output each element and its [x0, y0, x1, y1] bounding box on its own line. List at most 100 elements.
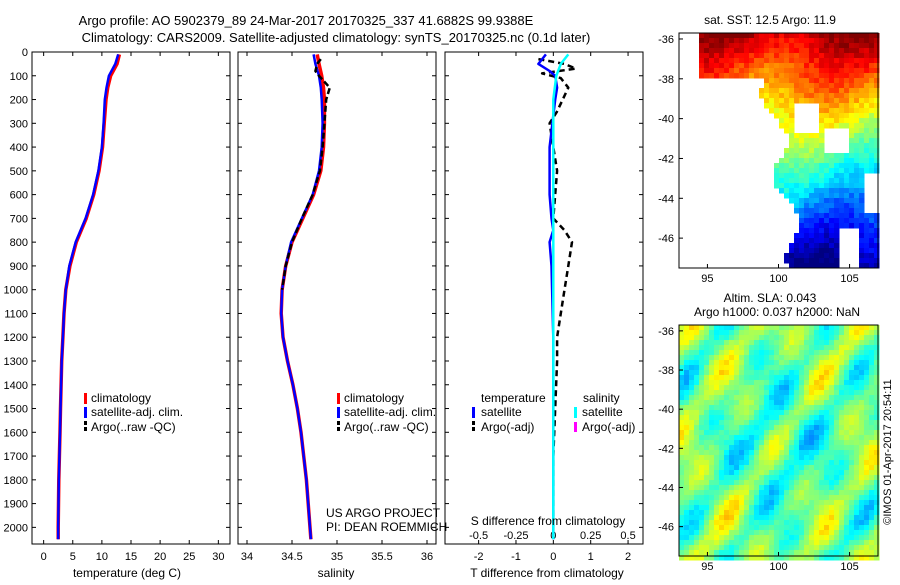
sla-cell: [869, 370, 875, 376]
sla-cell: [684, 405, 690, 411]
sla-cell: [849, 365, 855, 371]
sst-cell: [699, 38, 705, 44]
sla-cell: [724, 505, 730, 511]
sst-cell: [819, 248, 825, 254]
sla-cell: [864, 520, 870, 526]
sla-cell: [739, 530, 745, 536]
sst-cell: [864, 83, 870, 89]
sla-cell: [814, 385, 820, 391]
sst-cell: [819, 233, 825, 239]
sst-cell: [784, 253, 790, 259]
sla-cell: [699, 330, 705, 336]
sst-cell: [779, 168, 785, 174]
sst-cell: [874, 73, 880, 79]
sla-cell: [859, 355, 865, 361]
sst-cell: [764, 98, 770, 104]
sla-cell: [699, 420, 705, 426]
sst-cell: [824, 163, 830, 169]
sla-cell: [859, 485, 865, 491]
sla-cell: [824, 405, 830, 411]
sla-cell: [759, 425, 765, 431]
sst-cell: [824, 123, 830, 129]
sla-cell: [759, 415, 765, 421]
sst-cell: [799, 53, 805, 59]
sla-cell: [719, 460, 725, 466]
sst-cell: [809, 43, 815, 49]
sla-cell: [864, 435, 870, 441]
sst-cell: [789, 178, 795, 184]
sst-cell: [769, 83, 775, 89]
sst-cell: [829, 223, 835, 229]
sla-cell: [794, 350, 800, 356]
sla-cell: [829, 425, 835, 431]
sst-cell: [779, 58, 785, 64]
sla-cell: [789, 460, 795, 466]
sla-cell: [774, 350, 780, 356]
sst-cell: [829, 83, 835, 89]
sst-cell: [799, 213, 805, 219]
sst-cell: [764, 78, 770, 84]
sst-cell: [784, 63, 790, 69]
sla-cell: [819, 355, 825, 361]
sla-cell: [724, 370, 730, 376]
sla-cell: [784, 545, 790, 551]
sst-cell: [794, 33, 800, 39]
sst-cell: [844, 103, 850, 109]
sla-cell: [684, 545, 690, 551]
sla-cell: [849, 395, 855, 401]
sla-cell: [744, 555, 750, 561]
sla-cell: [679, 500, 685, 506]
sst-cell: [779, 48, 785, 54]
sst-cell: [799, 243, 805, 249]
sla-cell: [834, 540, 840, 546]
sla-cell: [759, 475, 765, 481]
sst-cell: [729, 38, 735, 44]
sla-cell: [679, 375, 685, 381]
sst-cell: [819, 218, 825, 224]
sla-cell: [714, 505, 720, 511]
sla-cell: [734, 535, 740, 541]
sla-cell: [854, 545, 860, 551]
sst-cell: [864, 158, 870, 164]
sla-cell: [729, 455, 735, 461]
sla-cell: [709, 440, 715, 446]
map-x-tick-label: 105: [840, 273, 858, 285]
sla-cell: [784, 470, 790, 476]
sla-cell: [689, 380, 695, 386]
sla-cell: [759, 505, 765, 511]
sst-cell: [754, 38, 760, 44]
sst-cell: [779, 163, 785, 169]
sst-cell: [829, 168, 835, 174]
sla-cell: [754, 340, 760, 346]
sst-cell: [859, 118, 865, 124]
sst-cell: [834, 203, 840, 209]
sst-cell: [774, 43, 780, 49]
sst-cell: [799, 98, 805, 104]
sst-cell: [829, 243, 835, 249]
sla-cell: [809, 340, 815, 346]
sla-cell: [844, 330, 850, 336]
sla-cell: [694, 450, 700, 456]
sla-cell: [789, 405, 795, 411]
sla-cell: [874, 405, 880, 411]
sla-cell: [784, 465, 790, 471]
sla-cell: [729, 505, 735, 511]
sla-cell: [849, 345, 855, 351]
sst-cell: [699, 58, 705, 64]
sst-cell: [809, 253, 815, 259]
sst-cell: [789, 163, 795, 169]
sst-cell: [799, 208, 805, 214]
sst-cell: [764, 53, 770, 59]
sst-cell: [834, 213, 840, 219]
sla-cell: [824, 490, 830, 496]
sla-cell: [814, 485, 820, 491]
top-tick-label: 0.25: [580, 530, 601, 542]
sla-cell: [824, 420, 830, 426]
sla-cell: [814, 380, 820, 386]
sst-cell: [819, 163, 825, 169]
sst-cell: [844, 63, 850, 69]
sla-cell: [709, 390, 715, 396]
sla-cell: [719, 470, 725, 476]
sla-cell: [814, 465, 820, 471]
sla-cell: [874, 435, 880, 441]
